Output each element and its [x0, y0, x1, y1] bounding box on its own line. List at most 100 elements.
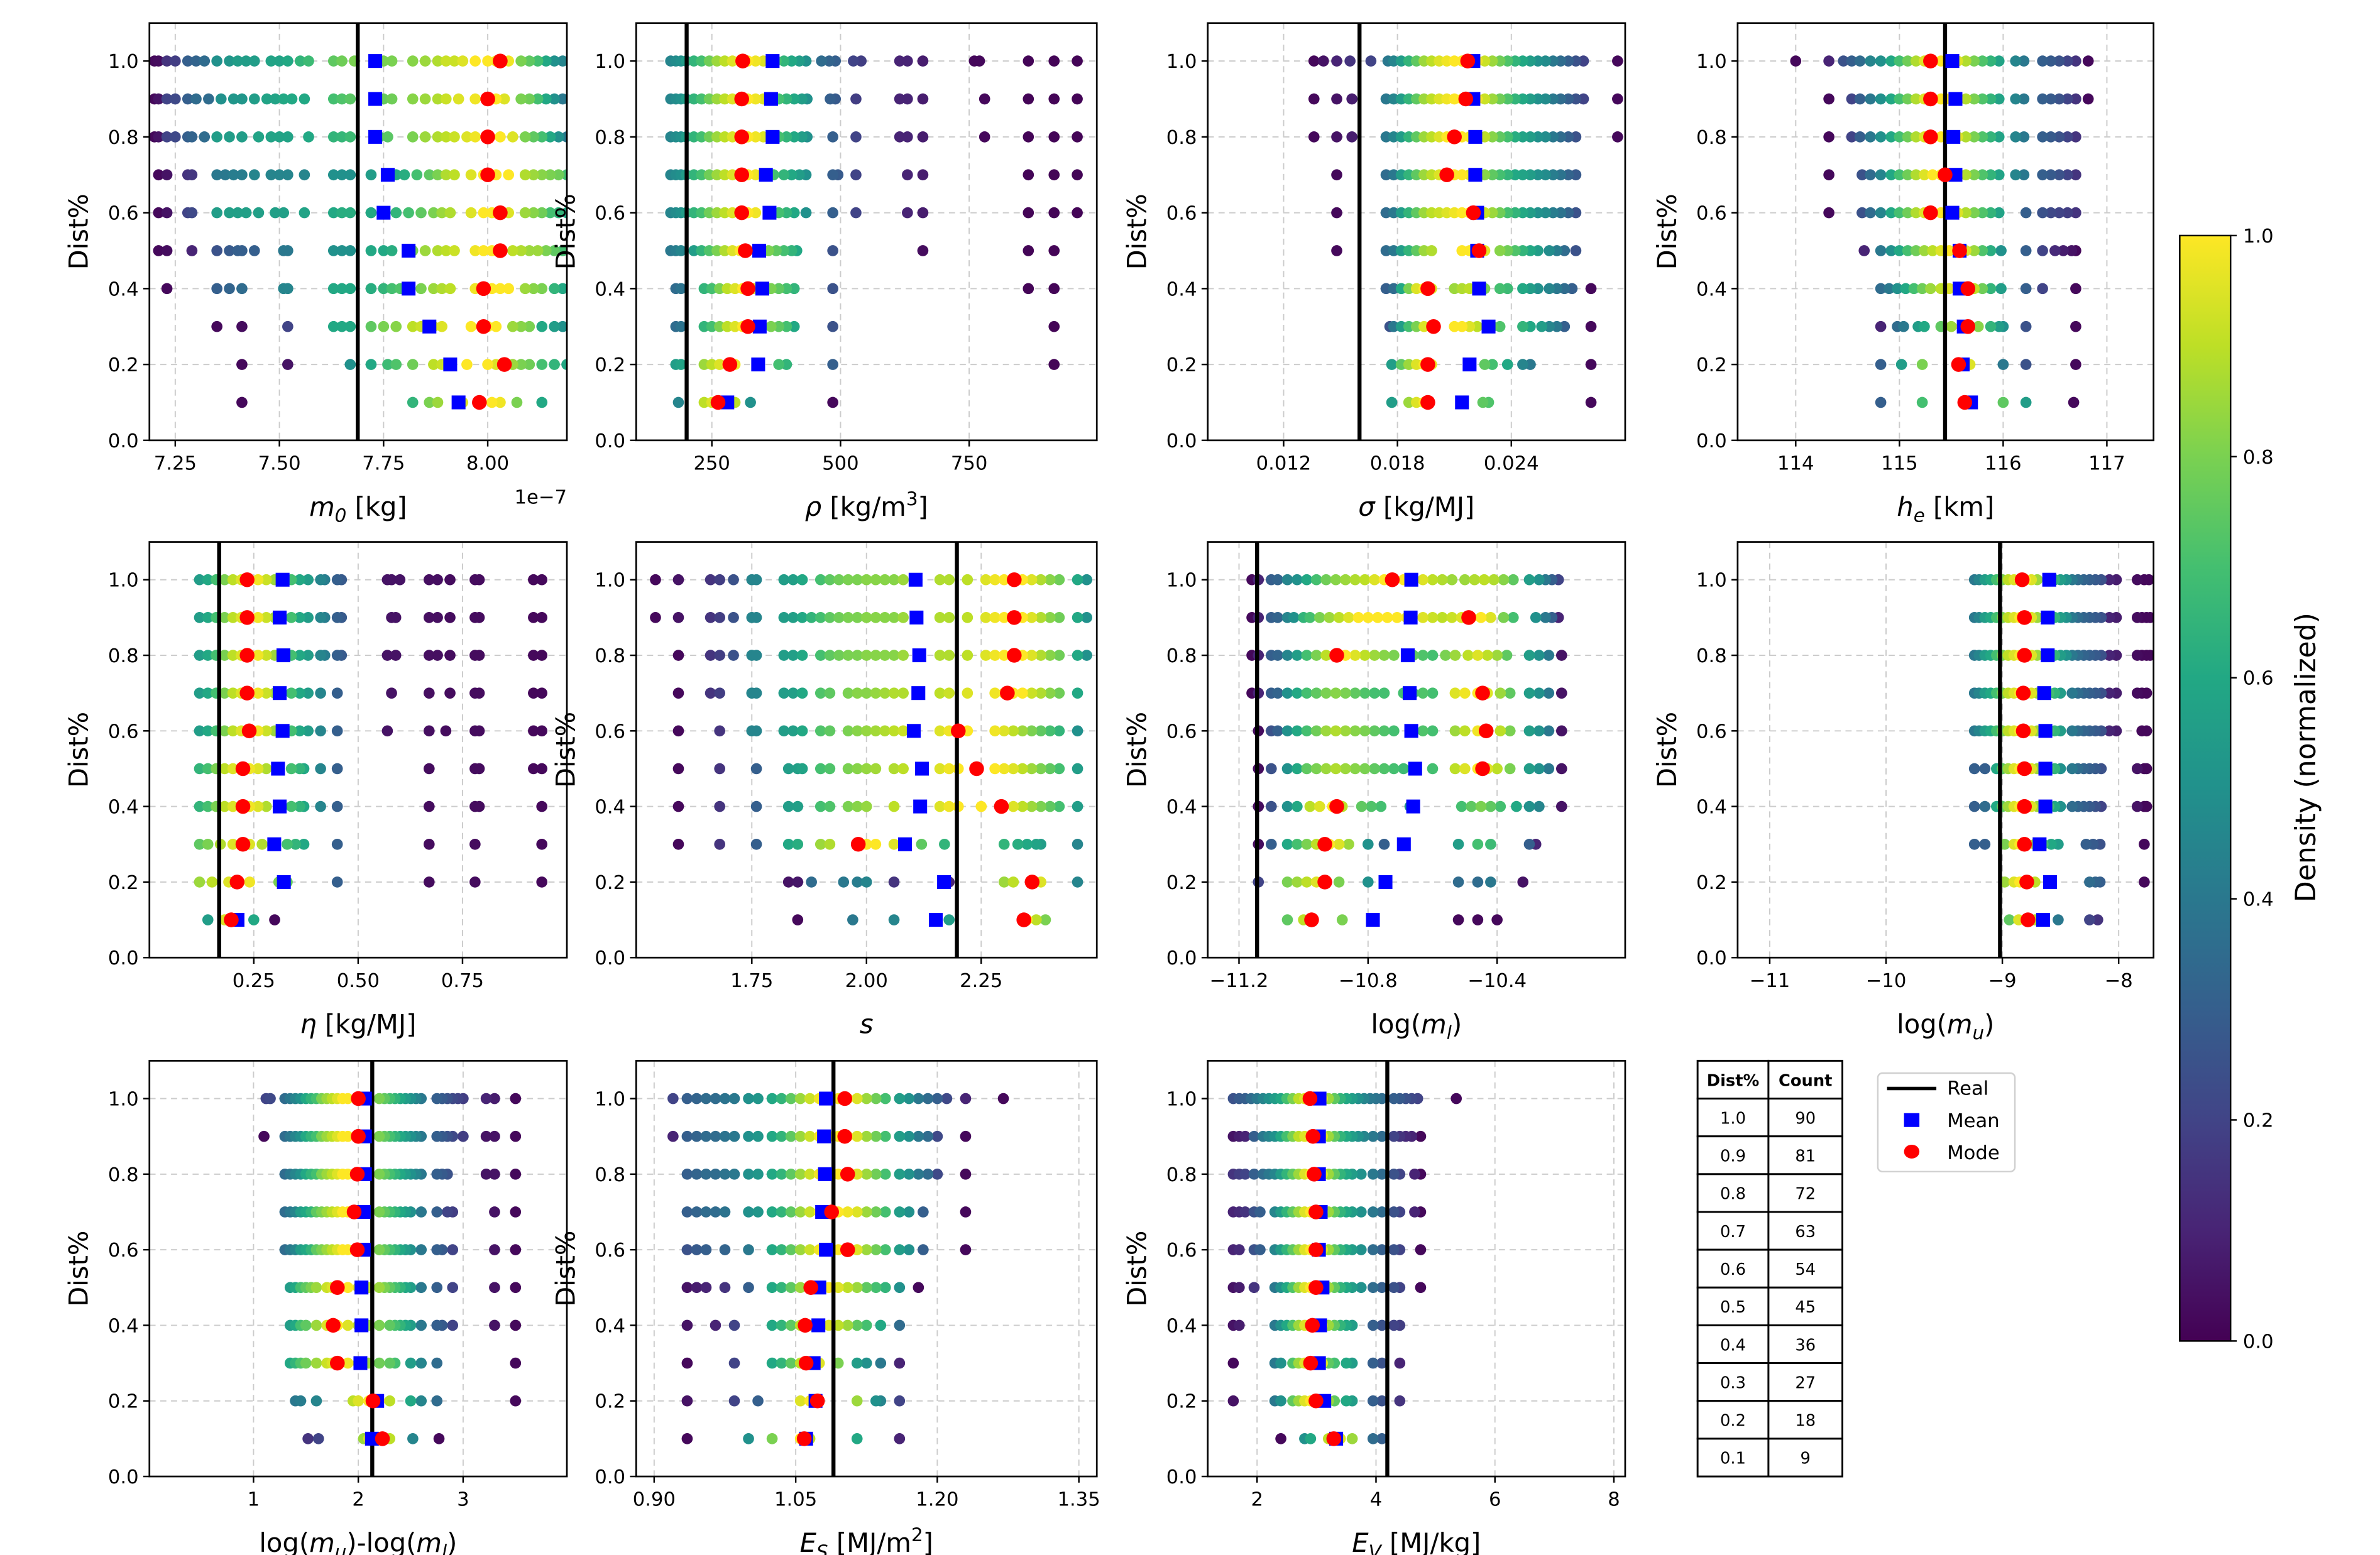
scatter-point: [943, 914, 955, 925]
scatter-point: [1509, 245, 1521, 256]
scatter-point: [719, 131, 730, 143]
scatter-point: [431, 1357, 443, 1369]
scatter-point: [1525, 169, 1536, 181]
scatter-point: [373, 1169, 385, 1180]
scatter-point: [998, 838, 1010, 850]
scatter-point: [888, 914, 900, 925]
scatter-point: [1838, 55, 1850, 67]
mean-marker: [2032, 837, 2047, 851]
scatter-point: [1875, 245, 1887, 256]
scatter-point: [2020, 359, 2032, 370]
scatter-point: [1239, 1169, 1251, 1180]
scatter-point: [1313, 612, 1325, 623]
scatter-point: [373, 1206, 385, 1218]
scatter-point: [495, 396, 506, 408]
scatter-point: [2066, 687, 2078, 699]
scatter-point: [816, 55, 827, 67]
scatter-point: [902, 55, 913, 67]
scatter-point: [384, 1319, 395, 1331]
scatter-points: [149, 55, 568, 408]
scatter-point: [1349, 687, 1361, 699]
scatter-point: [1894, 131, 1906, 143]
scatter-point: [860, 687, 872, 699]
scatter-point: [1356, 800, 1368, 812]
scatter-point: [2131, 687, 2143, 699]
scatter-point: [282, 283, 293, 295]
scatter-point: [1320, 650, 1332, 661]
scatter-point: [750, 800, 762, 812]
table-row: 0.2 18: [1696, 1400, 1844, 1440]
scatter-point: [153, 93, 165, 105]
mean-marker: [1403, 686, 1417, 701]
y-tick-label: 0.8: [1166, 645, 1197, 667]
scatter-point: [980, 650, 992, 661]
scatter-point: [423, 725, 435, 737]
scatter-point: [549, 359, 560, 370]
scatter-point: [515, 320, 527, 332]
table-cell-count: 81: [1795, 1147, 1816, 1166]
scatter-point: [766, 1319, 778, 1331]
scatter-point: [519, 131, 531, 143]
scatter-point: [1533, 650, 1545, 661]
scatter-point: [1007, 763, 1019, 775]
scatter-point: [1517, 207, 1528, 219]
mode-marker: [330, 1280, 345, 1296]
scatter-point: [785, 1244, 797, 1255]
mode-marker: [850, 837, 866, 852]
scatter-point: [1979, 763, 1991, 775]
mode-marker: [1308, 1204, 1324, 1219]
scatter-point: [1464, 320, 1476, 332]
scatter-point: [1426, 245, 1437, 256]
scatter-point: [700, 1244, 712, 1255]
scatter-point: [796, 763, 808, 775]
scatter-point: [842, 1282, 853, 1294]
scatter-point: [433, 1433, 445, 1444]
scatter-point: [962, 574, 973, 586]
scatter-point: [503, 169, 515, 181]
scatter-point: [902, 131, 913, 143]
scatter-point: [1048, 131, 1060, 143]
scatter-point: [1486, 359, 1498, 370]
scatter-point: [469, 876, 481, 888]
table-cell-dist: 0.3: [1720, 1373, 1746, 1392]
scatter-point: [557, 93, 568, 105]
scatter-point: [423, 574, 435, 586]
scatter-point: [1525, 245, 1536, 256]
scatter-point: [1968, 207, 1980, 219]
scatter-point: [698, 283, 710, 295]
scatter-point: [650, 612, 661, 623]
scatter-point: [440, 131, 452, 143]
scatter-point: [1875, 396, 1887, 408]
x-tick-label: 0.75: [441, 970, 484, 992]
scatter-point: [224, 55, 235, 67]
scatter-point: [1234, 1282, 1245, 1294]
scatter-point: [1272, 612, 1283, 623]
y-axis-label: Dist%: [550, 194, 581, 270]
scatter-point: [486, 396, 498, 408]
scatter-point: [253, 207, 265, 219]
scatter-point: [879, 1169, 891, 1180]
y-tick-label: 0.8: [595, 1164, 625, 1186]
scatter-point: [1349, 763, 1361, 775]
scatter-point: [1053, 612, 1065, 623]
subplot-es: 0.90 1.05 1.20 1.350.00.20.40.60.81.0Dist%E…: [550, 1060, 1100, 1555]
scatter-point: [1494, 725, 1506, 737]
scatter-point: [382, 359, 393, 370]
scatter-point: [1985, 320, 1997, 332]
scatter-point: [273, 131, 285, 143]
scatter-point: [1540, 55, 1551, 67]
scatter-point: [1248, 1169, 1260, 1180]
scatter-point: [294, 763, 305, 775]
scatter-point: [1441, 93, 1452, 105]
scatter-point: [903, 1130, 915, 1142]
scatter-point: [1265, 763, 1277, 775]
scatter-point: [1446, 574, 1458, 586]
scatter-point: [1427, 763, 1439, 775]
scatter-point: [1517, 876, 1529, 888]
scatter-point: [428, 359, 439, 370]
scatter-point: [796, 131, 808, 143]
scatter-point: [1281, 687, 1293, 699]
scatter-point: [710, 1169, 721, 1180]
scatter-point: [202, 914, 214, 925]
scatter-point: [415, 1206, 427, 1218]
